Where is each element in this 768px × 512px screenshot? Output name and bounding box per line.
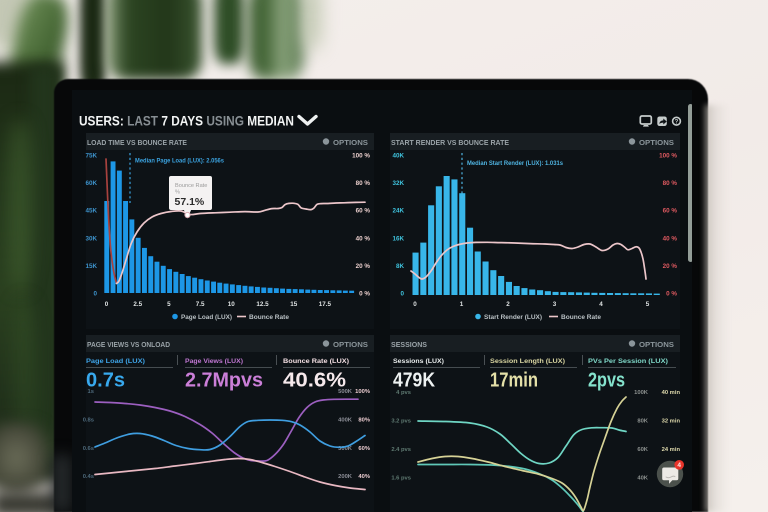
svg-text:2.5: 2.5 [133,301,142,308]
svg-text:Start Render (LUX): Start Render (LUX) [484,314,542,321]
svg-text:40 %: 40 % [663,235,678,242]
svg-text:0.8s: 0.8s [83,418,94,424]
svg-text:100%: 100% [355,389,370,395]
svg-text:Sessions (LUX): Sessions (LUX) [393,358,444,365]
svg-text:Page Views (LUX): Page Views (LUX) [185,358,243,365]
svg-text:40 %: 40 % [356,235,371,242]
svg-text:32K: 32K [392,180,404,187]
svg-text:OPTIONS: OPTIONS [639,340,674,349]
svg-text:Median Start Render (LUX): 1.0: Median Start Render (LUX): 1.031s [467,160,563,167]
svg-text:45K: 45K [85,208,97,215]
svg-text:15: 15 [290,301,298,308]
svg-text:32 min: 32 min [662,419,681,425]
svg-text:OPTIONS: OPTIONS [333,340,368,349]
svg-text:8K: 8K [396,263,405,270]
svg-text:3.2 pvs: 3.2 pvs [391,419,411,425]
svg-text:30K: 30K [85,235,97,242]
svg-text:300K: 300K [338,446,353,452]
svg-text:10: 10 [228,301,236,308]
svg-text:15K: 15K [85,263,97,270]
svg-text:80%: 80% [358,418,370,424]
svg-text:7.5: 7.5 [196,301,205,308]
svg-text:Page Load (LUX): Page Load (LUX) [86,358,145,365]
svg-text:4: 4 [677,462,681,469]
svg-text:24 min: 24 min [662,447,681,453]
svg-text:0.7s: 0.7s [86,370,125,392]
svg-text:75K: 75K [85,153,97,160]
svg-text:40K: 40K [392,153,404,160]
svg-text:17.5: 17.5 [319,301,332,308]
svg-text:5: 5 [167,301,171,308]
svg-text:60 %: 60 % [663,208,678,215]
svg-text:40 min: 40 min [662,390,681,396]
svg-text:20 %: 20 % [663,263,678,270]
svg-text:0 %: 0 % [666,291,677,298]
svg-text:17min: 17min [490,370,538,392]
svg-text:500K: 500K [338,389,353,395]
svg-text:0: 0 [93,291,97,298]
svg-text:1s: 1s [88,389,94,395]
svg-text:0: 0 [413,301,417,308]
svg-text:60K: 60K [637,447,648,453]
svg-text:OPTIONS: OPTIONS [333,138,368,147]
svg-text:Bounce Rate (LUX): Bounce Rate (LUX) [283,358,349,365]
svg-text:0.4s: 0.4s [83,474,94,480]
svg-text:PVs Per Session (LUX): PVs Per Session (LUX) [588,358,668,365]
svg-text:20 %: 20 % [356,263,371,270]
svg-text:Bounce Rate: Bounce Rate [561,314,602,321]
svg-text:24K: 24K [392,208,404,215]
svg-text:2pvs: 2pvs [588,370,625,392]
svg-text:?: ? [675,120,679,126]
svg-text:3: 3 [553,301,557,308]
svg-text:Bounce Rate: Bounce Rate [249,314,290,321]
svg-text:START RENDER VS BOUNCE RATE: START RENDER VS BOUNCE RATE [391,138,509,147]
svg-text:60K: 60K [85,180,97,187]
svg-text:0 %: 0 % [359,291,370,298]
svg-text:2: 2 [506,301,510,308]
svg-text:80K: 80K [637,419,648,425]
svg-text:80 %: 80 % [356,180,371,187]
svg-text:40%: 40% [358,474,370,480]
svg-text:80 %: 80 % [663,180,678,187]
svg-text:100K: 100K [634,390,649,396]
svg-text:5: 5 [646,301,650,308]
svg-text:40.6%: 40.6% [283,370,346,392]
svg-text:LOAD TIME VS BOUNCE RATE: LOAD TIME VS BOUNCE RATE [87,138,187,147]
svg-text:57.1%: 57.1% [175,196,205,208]
svg-text:SESSIONS: SESSIONS [391,340,427,349]
svg-text:OPTIONS: OPTIONS [639,138,674,147]
svg-text:16K: 16K [392,235,404,242]
svg-text:40K: 40K [637,476,648,482]
svg-text:4 pvs: 4 pvs [396,390,411,396]
svg-text:200K: 200K [338,474,353,480]
svg-text:2.4 pvs: 2.4 pvs [391,447,411,453]
svg-text:60%: 60% [358,446,370,452]
svg-text:4: 4 [599,301,603,308]
svg-text:479K: 479K [393,370,435,392]
svg-text:USERS: LAST 7 DAYS USING MEDIA: USERS: LAST 7 DAYS USING MEDIAN [79,114,294,129]
svg-text:0: 0 [105,301,109,308]
svg-text:2.7Mpvs: 2.7Mpvs [185,370,263,392]
svg-text:Bounce Rate: Bounce Rate [175,183,207,189]
svg-text:%: % [175,190,180,196]
svg-text:1: 1 [460,301,464,308]
svg-text:0.6s: 0.6s [83,446,94,452]
svg-text:0: 0 [400,291,404,298]
svg-text:1.6 pvs: 1.6 pvs [391,476,411,482]
svg-text:60 %: 60 % [356,208,371,215]
svg-text:Session Length (LUX): Session Length (LUX) [490,358,565,365]
svg-text:100 %: 100 % [659,153,677,160]
svg-text:12.5: 12.5 [256,301,269,308]
svg-text:Page Load (LUX): Page Load (LUX) [181,314,232,321]
svg-text:PAGE VIEWS VS ONLOAD: PAGE VIEWS VS ONLOAD [87,340,171,349]
svg-text:400K: 400K [338,418,353,424]
svg-text:100 %: 100 % [352,153,370,160]
svg-text:Median Page Load (LUX): 2.056s: Median Page Load (LUX): 2.056s [135,158,224,165]
